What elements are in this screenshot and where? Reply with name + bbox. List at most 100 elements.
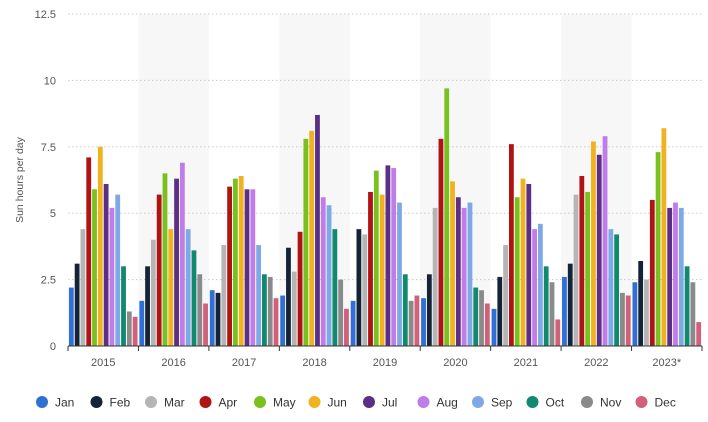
bar-jan [350, 300, 356, 346]
bar-feb [567, 263, 573, 346]
bar-may [233, 178, 238, 346]
bar-may [655, 152, 661, 346]
bar-apr [579, 176, 585, 346]
bar-oct [402, 274, 408, 346]
y-tick-label: 0 [50, 341, 56, 353]
bar-jan [491, 308, 497, 346]
bar-may [514, 197, 520, 346]
y-tick-label: 7.5 [41, 142, 56, 154]
bar-jun [520, 178, 526, 346]
bar-jul [315, 114, 320, 347]
bar-jun [661, 128, 667, 346]
gridlines [68, 13, 702, 281]
bar-sep [115, 194, 121, 346]
bar-jun [450, 181, 455, 346]
x-tick-label: 2015 [91, 357, 115, 369]
bar-may [444, 88, 450, 347]
legend-label-jul: Jul [382, 396, 397, 410]
bar-mar [291, 271, 297, 346]
bar-mar [362, 234, 368, 346]
bar-sep [185, 229, 191, 346]
bar-mar [221, 245, 227, 346]
x-tick-label: 2023* [652, 357, 681, 369]
bar-sep [397, 202, 402, 346]
legend-label-feb: Feb [110, 396, 131, 410]
bar-oct [332, 229, 338, 346]
bar-sep [537, 223, 543, 346]
legend-marker-jan [36, 396, 48, 408]
category-band [279, 14, 350, 346]
bar-jul [103, 183, 109, 346]
bar-oct [473, 287, 479, 346]
bar-feb [497, 276, 503, 346]
legend-marker-nov [581, 396, 593, 408]
bar-dec [203, 303, 208, 346]
bar-sep [256, 245, 262, 346]
bar-feb [426, 274, 432, 346]
y-tick-label: 10 [44, 75, 56, 87]
bars [68, 88, 702, 347]
bar-jul [526, 183, 532, 346]
legend-marker-feb [90, 396, 103, 408]
bar-feb [638, 261, 644, 346]
legend-label-dec: Dec [655, 396, 676, 410]
bar-apr [227, 186, 233, 346]
bar-jan [68, 287, 74, 346]
bar-aug [250, 189, 256, 346]
legend-marker-aug [417, 396, 430, 408]
x-tick-label: 2020 [443, 357, 467, 369]
legend-label-mar: Mar [164, 396, 185, 410]
bar-apr [297, 231, 303, 346]
bar-sep [678, 207, 684, 346]
bar-apr [86, 157, 92, 346]
bar-mar [503, 245, 508, 346]
legend-marker-may [254, 396, 266, 408]
bar-jul [385, 165, 391, 346]
category-band [561, 14, 632, 346]
y-axis-label: Sun hours per day [14, 136, 26, 223]
bar-jul [455, 197, 461, 346]
bar-jun [97, 146, 103, 346]
bar-dec [132, 316, 138, 346]
x-tick-label: 2018 [302, 357, 326, 369]
bar-jan [562, 276, 567, 346]
bar-aug [532, 229, 537, 346]
bar-feb [286, 247, 291, 346]
bar-oct [262, 274, 267, 346]
bar-nov [549, 282, 555, 346]
category-band [420, 14, 491, 346]
bar-jun [309, 130, 315, 346]
bar-feb [145, 266, 150, 346]
legend-marker-oct [526, 396, 539, 408]
legend-marker-jul [363, 396, 375, 408]
bar-nov [479, 290, 484, 346]
bar-aug [391, 168, 397, 346]
legend-label-oct: Oct [546, 396, 565, 410]
bar-feb [74, 263, 80, 346]
bar-oct [191, 250, 197, 346]
bar-nov [690, 282, 696, 346]
bar-jan [209, 290, 215, 346]
x-tick-label: 2017 [232, 357, 256, 369]
bar-jun [591, 141, 596, 346]
x-tick-label: 2021 [514, 357, 538, 369]
bar-nov [267, 276, 273, 346]
bar-mar [80, 229, 86, 346]
bar-sep [467, 202, 473, 346]
bar-oct [121, 266, 126, 346]
bar-jan [280, 295, 286, 346]
bar-aug [602, 136, 608, 346]
legend-label-jun: Jun [328, 396, 347, 410]
bar-apr [368, 191, 373, 346]
y-tick-label: 5 [50, 208, 56, 220]
bar-dec [625, 295, 631, 346]
bar-may [373, 170, 379, 346]
bar-oct [543, 266, 549, 346]
bar-jan [139, 300, 145, 346]
bar-aug [461, 207, 467, 346]
bar-dec [484, 303, 490, 346]
bar-aug [320, 197, 326, 346]
legend-marker-jun [308, 396, 321, 408]
bar-mar [573, 194, 579, 346]
